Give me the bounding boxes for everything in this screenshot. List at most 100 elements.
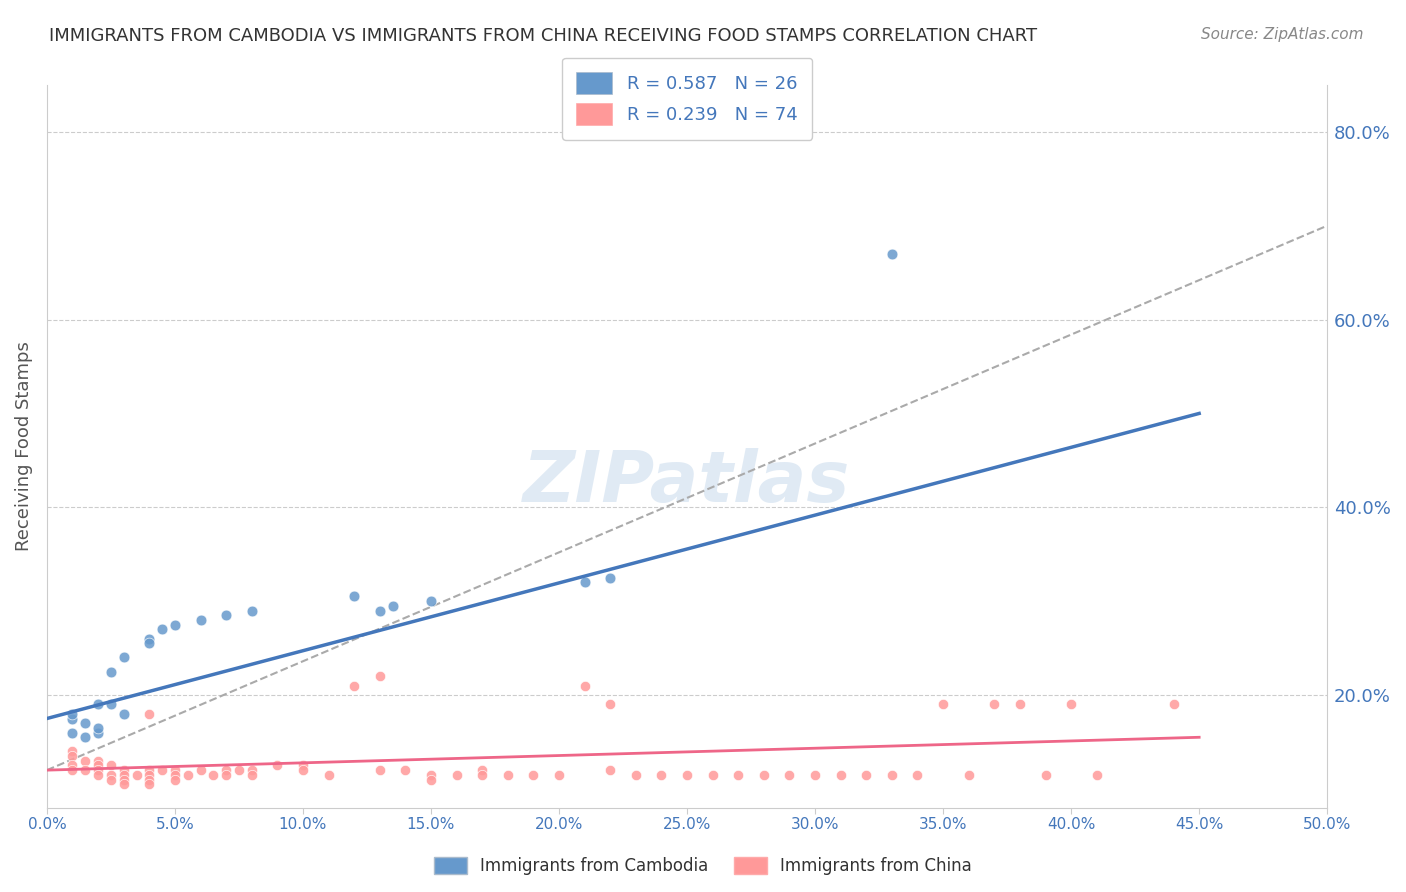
- Point: [215, 768, 238, 782]
- Point: [112, 650, 135, 665]
- Point: [446, 768, 468, 782]
- Point: [100, 768, 122, 782]
- Point: [318, 768, 340, 782]
- Point: [125, 768, 148, 782]
- Point: [190, 763, 212, 777]
- Point: [599, 698, 621, 712]
- Point: [62, 711, 84, 725]
- Point: [548, 768, 571, 782]
- Point: [138, 763, 160, 777]
- Point: [202, 768, 225, 782]
- Point: [880, 247, 903, 261]
- Point: [228, 763, 250, 777]
- Point: [291, 758, 314, 772]
- Point: [830, 768, 852, 782]
- Point: [112, 777, 135, 791]
- Point: [87, 763, 110, 777]
- Point: [87, 754, 110, 768]
- Legend: R = 0.587   N = 26, R = 0.239   N = 74: R = 0.587 N = 26, R = 0.239 N = 74: [562, 58, 813, 140]
- Point: [87, 768, 110, 782]
- Point: [574, 575, 596, 590]
- Point: [75, 754, 97, 768]
- Point: [381, 599, 404, 613]
- Y-axis label: Receiving Food Stamps: Receiving Food Stamps: [15, 342, 32, 551]
- Point: [100, 772, 122, 787]
- Point: [471, 768, 494, 782]
- Point: [1060, 698, 1083, 712]
- Point: [522, 768, 544, 782]
- Point: [420, 594, 443, 608]
- Point: [87, 698, 110, 712]
- Point: [112, 763, 135, 777]
- Point: [62, 763, 84, 777]
- Point: [880, 768, 903, 782]
- Point: [727, 768, 749, 782]
- Point: [676, 768, 699, 782]
- Point: [62, 725, 84, 739]
- Point: [343, 679, 366, 693]
- Point: [87, 721, 110, 735]
- Point: [1085, 768, 1108, 782]
- Point: [932, 698, 955, 712]
- Point: [138, 768, 160, 782]
- Point: [75, 716, 97, 731]
- Point: [163, 772, 186, 787]
- Point: [62, 744, 84, 758]
- Point: [804, 768, 827, 782]
- Point: [138, 706, 160, 721]
- Point: [778, 768, 800, 782]
- Point: [471, 763, 494, 777]
- Point: [150, 623, 173, 637]
- Point: [62, 758, 84, 772]
- Point: [291, 763, 314, 777]
- Point: [599, 571, 621, 585]
- Point: [599, 763, 621, 777]
- Point: [75, 763, 97, 777]
- Point: [240, 763, 263, 777]
- Point: [1035, 768, 1057, 782]
- Point: [112, 706, 135, 721]
- Text: Source: ZipAtlas.com: Source: ZipAtlas.com: [1201, 27, 1364, 42]
- Point: [62, 706, 84, 721]
- Point: [752, 768, 775, 782]
- Point: [420, 768, 443, 782]
- Point: [420, 772, 443, 787]
- Point: [75, 731, 97, 745]
- Point: [215, 763, 238, 777]
- Point: [150, 763, 173, 777]
- Point: [624, 768, 647, 782]
- Text: ZIPatlas: ZIPatlas: [523, 448, 851, 517]
- Point: [266, 758, 288, 772]
- Point: [87, 758, 110, 772]
- Point: [138, 777, 160, 791]
- Point: [343, 590, 366, 604]
- Point: [138, 636, 160, 650]
- Point: [62, 749, 84, 764]
- Point: [112, 772, 135, 787]
- Point: [907, 768, 929, 782]
- Point: [100, 758, 122, 772]
- Point: [100, 665, 122, 679]
- Point: [240, 603, 263, 617]
- Point: [177, 768, 200, 782]
- Point: [112, 768, 135, 782]
- Point: [574, 679, 596, 693]
- Point: [368, 603, 391, 617]
- Text: IMMIGRANTS FROM CAMBODIA VS IMMIGRANTS FROM CHINA RECEIVING FOOD STAMPS CORRELAT: IMMIGRANTS FROM CAMBODIA VS IMMIGRANTS F…: [49, 27, 1038, 45]
- Point: [496, 768, 519, 782]
- Point: [957, 768, 980, 782]
- Legend: Immigrants from Cambodia, Immigrants from China: Immigrants from Cambodia, Immigrants fro…: [426, 849, 980, 884]
- Point: [1163, 698, 1185, 712]
- Point: [394, 763, 416, 777]
- Point: [163, 768, 186, 782]
- Point: [855, 768, 877, 782]
- Point: [163, 617, 186, 632]
- Point: [983, 698, 1005, 712]
- Point: [650, 768, 672, 782]
- Point: [368, 669, 391, 683]
- Point: [138, 632, 160, 646]
- Point: [163, 763, 186, 777]
- Point: [215, 608, 238, 623]
- Point: [87, 725, 110, 739]
- Point: [100, 698, 122, 712]
